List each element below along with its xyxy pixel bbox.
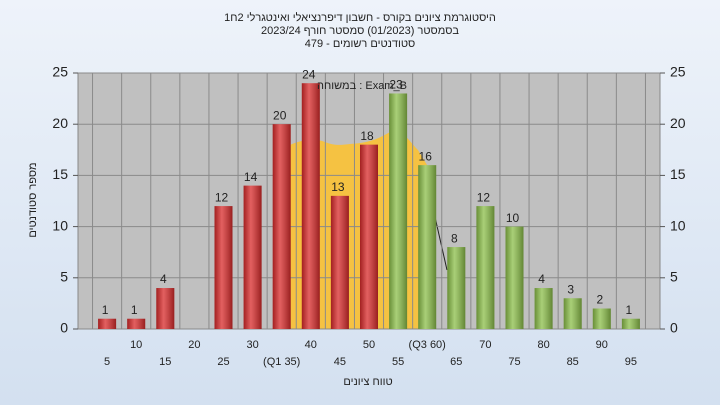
y-tick-label: 5: [60, 269, 68, 285]
x-tick-label: 30: [246, 339, 258, 351]
bar-shade: [563, 298, 582, 329]
x-tick-label: 55: [392, 356, 404, 368]
x-tick-label: 40: [305, 339, 317, 351]
y2-tick-label: 5: [670, 269, 678, 285]
y2-tick-label: 25: [670, 64, 686, 80]
y2-tick-label: 10: [670, 217, 686, 233]
y-axis-label: מספר סטודנטים: [27, 162, 39, 237]
x-tick-label: 25: [217, 356, 229, 368]
x-tick-label: 90: [596, 339, 608, 351]
x-tick-label: 20: [188, 339, 200, 351]
y-tick-label: 0: [60, 320, 68, 336]
bar-shade: [301, 83, 320, 330]
bar-shade: [592, 308, 611, 329]
bar-shade: [330, 195, 349, 329]
bar-shade: [476, 206, 495, 329]
y-tick-label: 25: [52, 64, 68, 80]
bar-shade: [272, 124, 291, 329]
data-label: 8: [451, 231, 458, 245]
x-tick-label: 65: [450, 356, 462, 368]
data-label: 24: [302, 67, 316, 81]
x-tick-label: (Q3 60): [409, 339, 446, 351]
y-tick-label: 15: [52, 166, 68, 182]
x-tick-label: 5: [104, 356, 110, 368]
data-label: 1: [102, 303, 109, 317]
y2-tick-label: 15: [670, 166, 686, 182]
bar-shade: [243, 185, 262, 329]
data-label: 12: [215, 190, 229, 204]
bar-shade: [214, 206, 233, 329]
bar-shade: [534, 288, 553, 329]
chart-subtitle: בסמסטר (01/2023) סמסטר חורף 2023/24: [261, 25, 459, 37]
data-label: 4: [538, 272, 545, 286]
x-tick-label: 70: [479, 339, 491, 351]
data-label: 12: [477, 190, 491, 204]
data-label: 16: [419, 149, 433, 163]
data-label: 4: [160, 272, 167, 286]
data-label: 13: [331, 180, 345, 194]
bar-shade: [505, 226, 524, 329]
data-label: 20: [273, 108, 287, 122]
chart-subtitle: סטודנטים רשומים - 479: [305, 38, 416, 50]
bar-shade: [98, 318, 117, 329]
x-tick-label: 95: [625, 356, 637, 368]
y-tick-label: 10: [52, 217, 68, 233]
bar-shade: [389, 93, 408, 329]
x-tick-label: 75: [508, 356, 520, 368]
bar-shade: [127, 318, 146, 329]
y2-tick-label: 0: [670, 320, 678, 336]
bar-shade: [156, 288, 175, 329]
x-tick-label: (Q1 35): [263, 356, 300, 368]
data-label: 23: [389, 78, 403, 92]
data-label: 1: [131, 303, 138, 317]
x-tick-label: 80: [537, 339, 549, 351]
x-tick-label: 10: [130, 339, 142, 351]
x-tick-label: 50: [363, 339, 375, 351]
data-label: 10: [506, 211, 520, 225]
data-label: 2: [596, 293, 603, 307]
bar-shade: [621, 318, 640, 329]
y2-tick-label: 20: [670, 115, 686, 131]
data-label: 3: [567, 282, 574, 296]
data-label: 1: [626, 303, 633, 317]
x-axis-label: טווח ציונים: [343, 376, 392, 388]
annotation: במשוחה : Exam_B: [317, 80, 407, 92]
data-label: 18: [360, 129, 374, 143]
y-tick-label: 20: [52, 115, 68, 131]
x-tick-label: 45: [334, 356, 346, 368]
bar-shade: [360, 144, 378, 329]
data-label: 14: [244, 170, 258, 184]
chart-title: היסטוגרמת ציונים בקורס - חשבון דיפרנציאל…: [224, 11, 496, 24]
bar-shade: [418, 165, 437, 329]
x-tick-label: 85: [567, 356, 579, 368]
bar-shade: [447, 247, 466, 329]
x-tick-label: 15: [159, 356, 171, 368]
